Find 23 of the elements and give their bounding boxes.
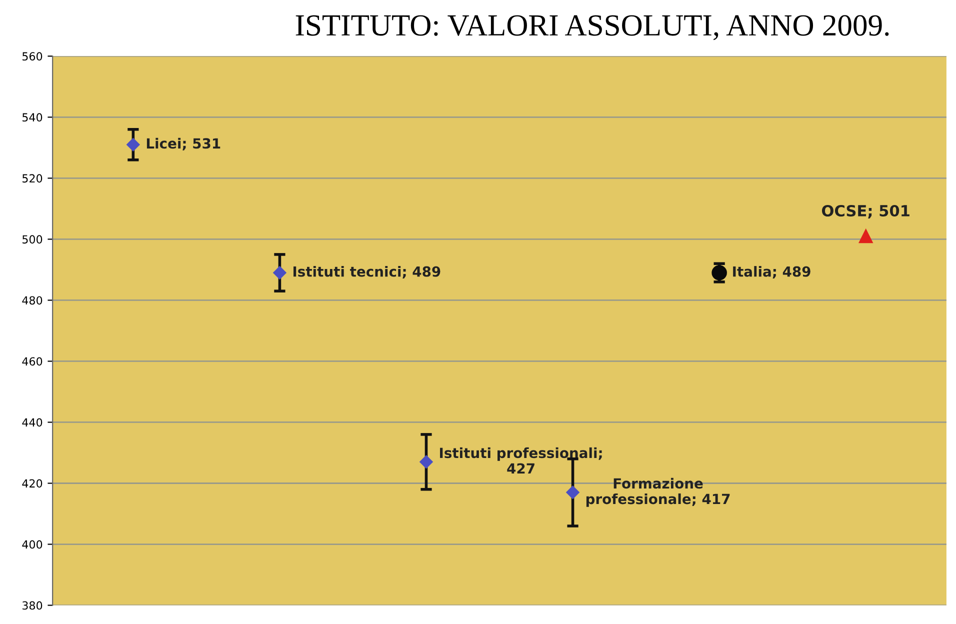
y-tick-label: 560 [22, 52, 42, 61]
data-label: Istituti tecnici; 489 [293, 266, 440, 279]
y-tick-label: 460 [22, 357, 42, 366]
y-tick-label: 440 [22, 418, 42, 427]
point [858, 229, 873, 244]
data-label: Licei; 531 [146, 138, 220, 150]
data-label: OCSE; 501 [822, 204, 910, 218]
point [566, 486, 580, 499]
data-label: Italia; 489 [733, 266, 810, 279]
y-tick-label: 520 [22, 174, 42, 183]
y-tick-label: 380 [22, 601, 42, 610]
data-label: Istituti professionali; 427 [440, 447, 602, 474]
point [126, 138, 140, 152]
y-tick-label: 540 [22, 113, 42, 122]
point [420, 455, 433, 468]
point [712, 265, 727, 280]
y-tick-label: 500 [22, 235, 42, 244]
data-label: Formazione professionale; 417 [586, 478, 730, 507]
point [273, 266, 286, 280]
y-tick-label: 400 [22, 540, 42, 549]
y-tick-label: 480 [22, 296, 42, 305]
chart-title: ISTITUTO: VALORI ASSOLUTI, ANNO 2009. [296, 15, 889, 40]
y-tick-label: 420 [22, 479, 42, 488]
